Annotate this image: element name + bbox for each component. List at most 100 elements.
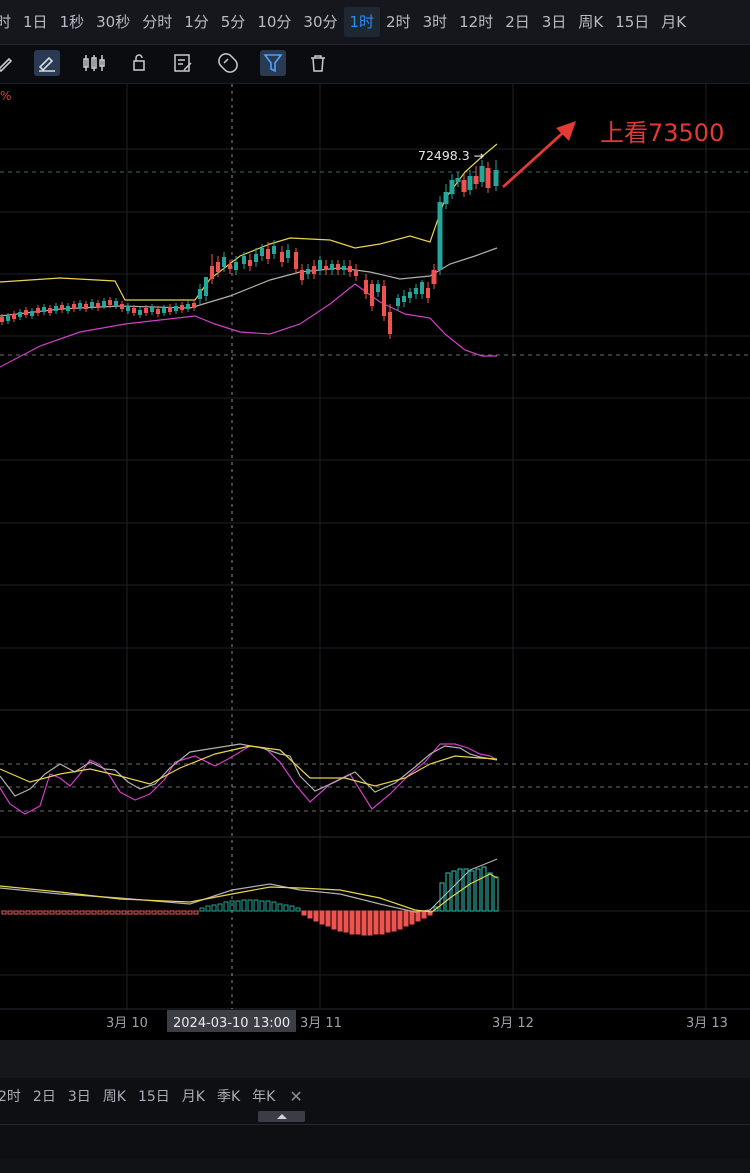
candle-body-2 <box>12 314 16 319</box>
macd-bar-pos-224 <box>223 901 229 912</box>
timeframe-15[interactable]: 周K <box>578 13 604 31</box>
candle-body-70 <box>431 270 437 284</box>
macd-bar-neg2-308 <box>307 910 313 919</box>
candle-body-48 <box>294 252 298 269</box>
bottom-timeframe-5[interactable]: 月K <box>181 1089 205 1105</box>
timeframe-1[interactable]: 1日 <box>23 13 48 31</box>
bottom-timeframe-4[interactable]: 15日 <box>137 1089 170 1105</box>
edit-note-tool-button[interactable] <box>170 50 196 76</box>
candle-body-6 <box>36 308 40 313</box>
macd-bar-neg2-344 <box>343 910 349 933</box>
candle-body-29 <box>174 306 178 311</box>
bottom-timeframe-1[interactable]: 2日 <box>32 1089 56 1105</box>
candle-body-41 <box>248 260 252 266</box>
candle-body-0 <box>0 317 4 322</box>
candle-body-63 <box>388 312 392 334</box>
macd-bar-pos2-488 <box>487 872 493 912</box>
magnet-tool-button[interactable] <box>215 50 241 76</box>
timeframe-12[interactable]: 12时 <box>459 13 494 31</box>
macd-bar-neg-194 <box>193 910 199 915</box>
lock-tool-button[interactable] <box>126 50 152 76</box>
trash-icon <box>311 55 325 72</box>
candle-body-49 <box>300 270 304 280</box>
macd-bar-neg2-398 <box>397 910 403 930</box>
bottom-divider-strip <box>0 1040 750 1078</box>
macd-bar-neg2-350 <box>349 910 355 935</box>
macd-bar-pos-278 <box>277 903 283 912</box>
macd-bar-pos-254 <box>253 899 259 912</box>
candle-body-66 <box>408 292 412 298</box>
timeframe-5[interactable]: 1分 <box>184 13 209 31</box>
macd-bar-neg-32 <box>31 910 37 915</box>
candle-body-28 <box>168 307 172 312</box>
timeframe-4[interactable]: 分时 <box>142 13 173 31</box>
candle-body-18 <box>108 300 112 305</box>
x-axis-label-0: 3月 10 <box>106 1016 148 1031</box>
macd-bar-neg2-428 <box>427 910 433 916</box>
timeframe-16[interactable]: 15日 <box>615 13 650 31</box>
macd-bar-neg-188 <box>187 910 193 915</box>
candle-body-19 <box>114 301 118 306</box>
bottom-timeframe-0[interactable]: 2时 <box>0 1089 21 1105</box>
macd-bar-neg2-338 <box>337 910 343 932</box>
timeframe-17[interactable]: 月K <box>661 13 687 31</box>
macd-bar-pos-242 <box>241 899 247 912</box>
candle-body-36 <box>216 262 220 272</box>
chart-area[interactable]: % 72498.3 → 上看73500 3月 10 3月 11 3月 12 3月 13… <box>0 84 750 1040</box>
candle-body-21 <box>126 306 130 311</box>
timeframe-0[interactable]: 时 <box>0 7 17 37</box>
filter-tool-button[interactable] <box>260 50 286 76</box>
candle-body-44 <box>266 249 270 259</box>
price-chart[interactable]: % 72498.3 → 上看73500 3月 10 3月 11 3月 12 3月 13… <box>0 84 750 1040</box>
candlestick-icon <box>83 55 105 71</box>
macd-bar-pos-290 <box>289 905 295 912</box>
candle-body-69 <box>426 288 430 298</box>
timeframe-14[interactable]: 3日 <box>541 13 567 31</box>
x-axis-label-1: 3月 11 <box>300 1016 342 1031</box>
candle-body-45 <box>272 246 276 254</box>
chart-grid <box>0 84 750 1010</box>
candle-body-53 <box>324 266 328 270</box>
bottom-timeframe-7[interactable]: 年K <box>252 1089 276 1105</box>
macd-bar-neg-2 <box>1 910 7 915</box>
candle-body-1 <box>6 316 10 321</box>
macd-bar-neg-146 <box>145 910 151 915</box>
macd-bar-neg-80 <box>79 910 85 915</box>
macd-bar-neg-38 <box>37 910 43 915</box>
lower-band-line <box>0 283 497 368</box>
macd-bar-neg-128 <box>127 910 133 915</box>
timeframe-2[interactable]: 1秒 <box>59 13 85 31</box>
candle-body-51 <box>312 266 316 274</box>
macd-bar-pos2-434 <box>433 906 439 912</box>
candle-body-5 <box>30 311 34 316</box>
macd-bar-neg-26 <box>25 910 31 915</box>
macd-bar-neg-152 <box>151 910 157 915</box>
collapse-handle[interactable] <box>258 1111 305 1122</box>
timeframe-6[interactable]: 5分 <box>220 13 246 31</box>
pencil-tool-button[interactable] <box>0 50 18 76</box>
timeframe-8[interactable]: 30分 <box>303 13 338 31</box>
macd-bar-pos-284 <box>283 904 289 912</box>
timeframe-13[interactable]: 2日 <box>505 13 530 31</box>
timeframe-7[interactable]: 10分 <box>257 13 292 31</box>
candle-body-14 <box>84 304 88 309</box>
candle-body-46 <box>280 252 284 262</box>
bottom-timeframe-6[interactable]: 季K <box>216 1089 241 1105</box>
macd-bar-neg2-380 <box>379 910 385 935</box>
candlestick-tool-button[interactable] <box>81 50 107 76</box>
macd-bar-neg-104 <box>103 910 109 915</box>
bottom-timeframe-3[interactable]: 周K <box>102 1089 126 1105</box>
candle-body-58 <box>354 270 358 276</box>
macd-bar-neg-158 <box>157 910 163 915</box>
ruler-pencil-tool-button[interactable] <box>34 50 60 76</box>
timeframe-9[interactable]: 1时 <box>343 7 381 37</box>
timeframe-11[interactable]: 3时 <box>422 13 448 31</box>
trash-tool-button[interactable] <box>305 50 331 76</box>
candle-body-80 <box>493 170 499 186</box>
macd-bar-pos-200 <box>199 907 205 912</box>
bottom-timeframe-2[interactable]: 3日 <box>67 1089 91 1105</box>
macd-bar-neg-8 <box>7 910 13 915</box>
timeframe-3[interactable]: 30秒 <box>96 13 131 31</box>
close-icon[interactable]: ✕ <box>289 1086 303 1106</box>
timeframe-10[interactable]: 2时 <box>386 13 411 31</box>
